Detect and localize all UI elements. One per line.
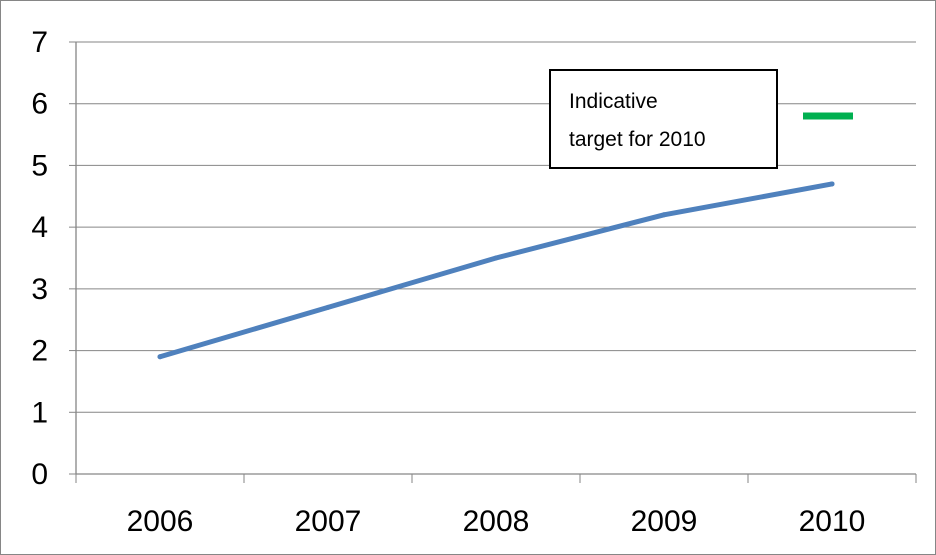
- x-tick-label: 2007: [295, 505, 362, 538]
- x-tick-label: 2010: [799, 505, 866, 538]
- y-tick-label: 7: [31, 26, 48, 59]
- data-point: [157, 354, 163, 360]
- axes: [75, 42, 916, 475]
- y-tick-label: 0: [31, 458, 48, 491]
- x-tick-label: 2009: [631, 505, 698, 538]
- data-point: [829, 181, 835, 187]
- series-line: [157, 181, 835, 360]
- y-tick-label: 2: [31, 335, 48, 368]
- y-tick-label: 5: [31, 149, 48, 182]
- annotation-border: [549, 69, 778, 169]
- y-tick-label: 3: [31, 273, 48, 306]
- annotation-box: Indicative target for 2010: [549, 69, 778, 169]
- x-tick-labels: 2006 2007 2008 2009 2010: [127, 505, 866, 538]
- data-point: [493, 255, 499, 261]
- y-tick-labels: 0 1 2 3 4 5 6 7: [31, 26, 48, 491]
- x-tick-label: 2006: [127, 505, 194, 538]
- gridlines: [69, 41, 917, 483]
- y-tick-label: 4: [31, 211, 48, 244]
- y-tick-label: 1: [31, 396, 48, 429]
- data-point: [325, 304, 331, 310]
- series-layer: [157, 181, 835, 360]
- x-tick-label: 2008: [463, 505, 530, 538]
- annotation-line-1: Indicative: [569, 90, 658, 113]
- annotation-line-2: target for 2010: [569, 128, 706, 151]
- y-tick-label: 6: [31, 88, 48, 121]
- data-point: [661, 212, 667, 218]
